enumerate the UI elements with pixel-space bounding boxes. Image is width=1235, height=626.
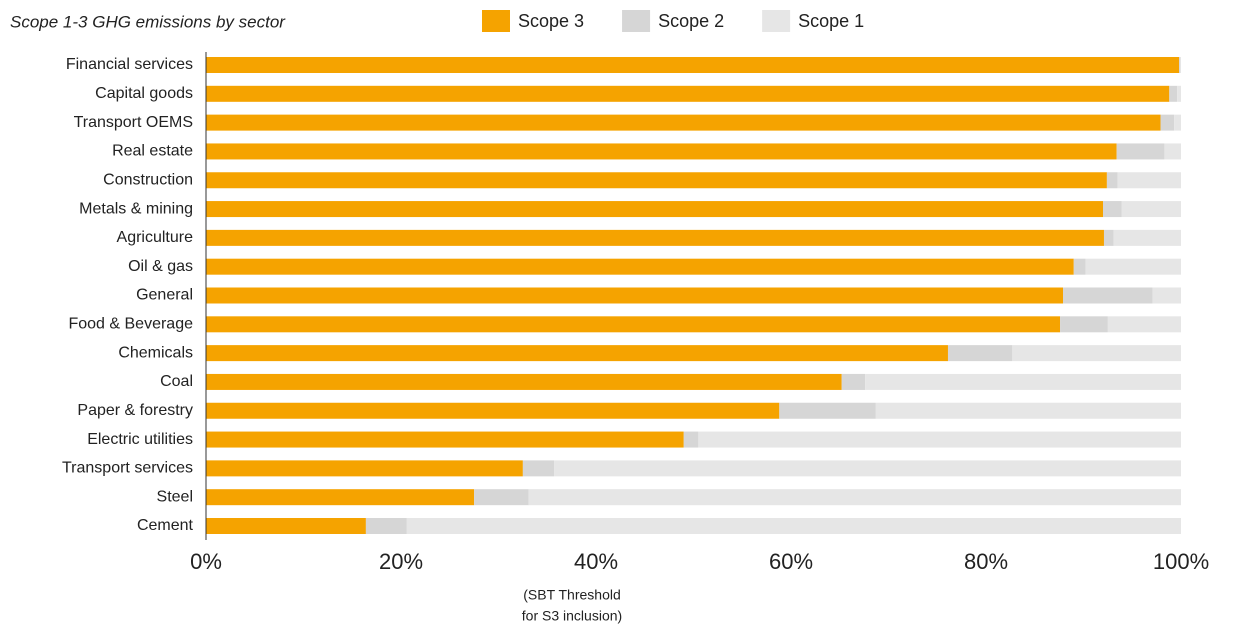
y-tick-label: Construction	[103, 171, 193, 188]
bar-segment	[206, 201, 1103, 218]
y-tick-label: Coal	[160, 373, 193, 390]
bar-segment	[206, 431, 684, 448]
bar-segment	[1085, 258, 1181, 275]
chart-title: Scope 1-3 GHG emissions by sector	[10, 12, 286, 31]
bar-segment	[1180, 57, 1181, 73]
bar-segment	[1107, 316, 1181, 333]
y-tick-label: Transport services	[62, 460, 193, 477]
y-tick-label: Steel	[157, 488, 193, 505]
bar-segment	[474, 489, 529, 506]
bar-segment	[365, 518, 407, 534]
bar-segment	[1106, 172, 1118, 189]
x-tick-label: 80%	[964, 549, 1008, 574]
bar-segment	[206, 85, 1170, 102]
bar-segment	[1012, 345, 1181, 362]
y-tick-label: Oil & gas	[128, 258, 193, 275]
y-tick-label: Cement	[137, 517, 194, 534]
bar-segment	[1103, 229, 1114, 246]
legend-swatch	[762, 10, 791, 32]
bar-segment	[1152, 287, 1181, 304]
legend-swatch	[622, 10, 651, 32]
bar-segment	[206, 287, 1064, 304]
y-tick-label: Electric utilities	[87, 431, 193, 448]
bar-segment	[206, 373, 842, 390]
y-tick-label: Transport OEMS	[74, 114, 193, 131]
bar-segment	[206, 316, 1061, 333]
bar-segment	[1073, 258, 1086, 275]
y-tick-label: Paper & forestry	[77, 402, 193, 419]
bar-segment	[1060, 316, 1108, 333]
annotation: (SBT Threshold	[523, 587, 621, 603]
bar-segment	[698, 431, 1181, 448]
bar-segment	[779, 402, 876, 419]
bar-segment	[1116, 143, 1165, 160]
y-tick-label: General	[136, 287, 193, 304]
bar-segment	[406, 518, 1182, 534]
y-tick-label: Chemicals	[118, 344, 193, 361]
y-tick-label: Real estate	[112, 143, 193, 160]
bar-segment	[841, 373, 866, 390]
bar-segment	[206, 489, 475, 506]
y-tick-label: Metals & mining	[79, 200, 193, 217]
bar-segment	[206, 143, 1117, 160]
bar-segment	[206, 258, 1074, 275]
bar-segment	[1160, 114, 1175, 131]
bar-segment	[206, 402, 780, 419]
legend-label: Scope 2	[658, 11, 724, 31]
bar-segment	[206, 114, 1161, 131]
bar-segment	[206, 460, 523, 477]
bar-segment	[1164, 143, 1181, 160]
bar-segment	[206, 172, 1107, 189]
bar-segment	[1179, 57, 1181, 73]
bar-segment	[947, 345, 1013, 362]
y-tick-label: Capital goods	[95, 85, 193, 102]
y-tick-label: Agriculture	[117, 229, 194, 246]
bar-segment	[206, 518, 366, 534]
bar-segment	[865, 373, 1181, 390]
bar-segment	[875, 402, 1181, 419]
bar-segment	[1063, 287, 1153, 304]
legend-label: Scope 3	[518, 11, 584, 31]
bar-segment	[1117, 172, 1181, 189]
bar-segment	[206, 345, 948, 362]
bar-segment	[1177, 85, 1181, 102]
x-tick-label: 100%	[1153, 549, 1209, 574]
y-tick-label: Food & Beverage	[68, 316, 193, 333]
bar-segment	[1121, 201, 1181, 218]
bar-segment	[206, 229, 1104, 246]
bar-segment	[1174, 114, 1181, 131]
x-tick-label: 0%	[190, 549, 222, 574]
legend-label: Scope 1	[798, 11, 864, 31]
bar-segment	[1169, 85, 1178, 102]
x-tick-label: 20%	[379, 549, 423, 574]
x-tick-label: 60%	[769, 549, 813, 574]
bar-segment	[206, 57, 1180, 73]
y-tick-label: Financial services	[66, 56, 193, 73]
legend-swatch	[482, 10, 510, 32]
annotation: for S3 inclusion)	[522, 608, 622, 624]
bar-segment	[1103, 201, 1122, 218]
bar-segment	[522, 460, 555, 477]
bar-segment	[554, 460, 1181, 477]
bar-segment	[1113, 229, 1181, 246]
x-tick-label: 40%	[574, 549, 618, 574]
bar-segment	[683, 431, 699, 448]
bar-segment	[528, 489, 1181, 506]
